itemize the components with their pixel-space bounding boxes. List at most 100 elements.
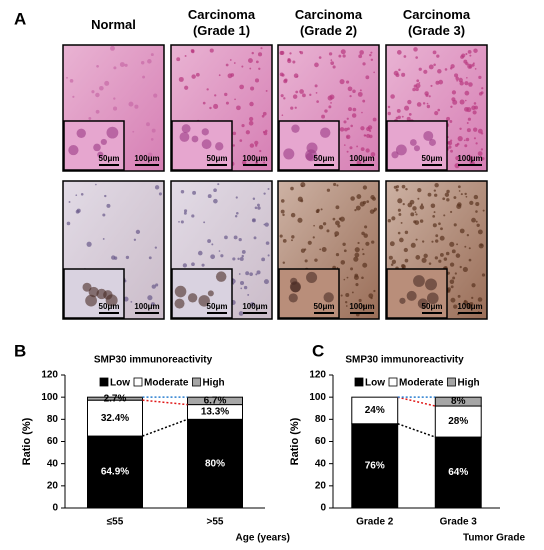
nucleus [72,95,75,98]
nucleus [401,184,406,189]
nucleus [464,192,467,196]
nucleus [318,225,324,230]
nucleus [420,203,424,206]
y-tick-label: 60 [315,436,327,447]
nucleus [239,281,245,286]
connector [142,399,188,406]
cell [201,139,212,150]
nucleus [330,102,332,104]
nucleus [99,85,104,91]
nucleus [282,261,286,264]
nucleus [455,253,461,258]
nucleus [123,296,129,302]
nucleus [355,283,359,287]
nucleus [318,56,322,59]
nucleus [197,250,203,256]
nucleus [426,102,429,105]
nucleus [347,86,353,92]
nucleus [403,55,407,58]
nucleus [142,75,146,79]
nucleus [335,253,340,257]
nucleus [443,214,446,217]
nucleus [344,300,348,304]
nucleus [290,212,296,218]
nucleus [346,80,350,84]
nucleus [133,238,137,241]
nucleus [435,80,440,85]
nucleus [447,140,453,146]
nucleus [346,150,349,153]
nucleus [458,77,463,83]
nucleus [241,124,245,128]
nucleus [397,198,403,204]
cell [413,275,425,287]
nucleus [284,78,288,82]
nucleus [353,275,359,280]
nucleus [423,253,428,258]
nucleus [232,131,237,136]
nucleus [365,241,370,246]
nucleus [362,99,366,103]
nucleus [154,185,160,190]
nucleus [465,52,468,56]
nucleus [459,228,465,234]
nucleus [249,143,255,148]
nucleus [182,263,188,268]
nucleus [292,94,298,99]
nucleus [238,273,241,275]
nucleus [399,237,404,243]
nucleus [456,142,460,146]
nucleus [443,257,448,261]
nucleus [477,151,483,157]
nucleus [440,227,443,231]
y-tick-label: 60 [47,436,59,447]
nucleus [150,138,154,141]
nucleus [309,93,312,96]
nucleus [256,270,261,275]
nucleus [66,76,68,79]
nucleus [401,72,406,77]
nucleus [481,156,485,161]
nucleus [95,109,100,114]
nucleus [240,287,243,290]
nucleus [450,64,455,69]
nucleus [255,273,258,276]
nucleus [464,144,468,148]
nucleus [419,219,424,223]
nucleus [451,97,456,102]
cell [413,145,420,152]
nucleus [263,192,266,195]
nucleus [252,197,256,200]
nucleus [442,197,446,201]
bar-segment [434,396,482,407]
cell [417,298,429,309]
nucleus [295,90,299,94]
nucleus [279,234,283,238]
nucleus [113,97,116,100]
cell [106,126,119,139]
bar-segment [187,418,243,509]
nucleus [456,79,459,82]
nucleus [297,217,303,223]
value-label: 76% [365,461,385,472]
nucleus [203,221,206,224]
nucleus [369,53,372,57]
nucleus [406,116,411,121]
nucleus [339,216,345,222]
nucleus [263,279,269,285]
nucleus [446,198,450,202]
nucleus [362,304,366,308]
nucleus [69,79,74,83]
value-label: 13.3% [201,407,229,418]
nucleus [303,248,307,251]
nucleus [459,127,462,130]
cell [320,127,331,138]
nucleus [466,76,468,79]
cell [82,282,92,292]
nucleus [95,92,100,98]
nucleus [258,67,261,70]
nucleus [357,91,363,97]
nucleus [224,92,228,97]
nucleus [373,71,375,74]
micrograph: 50μm 100μm [170,180,273,320]
